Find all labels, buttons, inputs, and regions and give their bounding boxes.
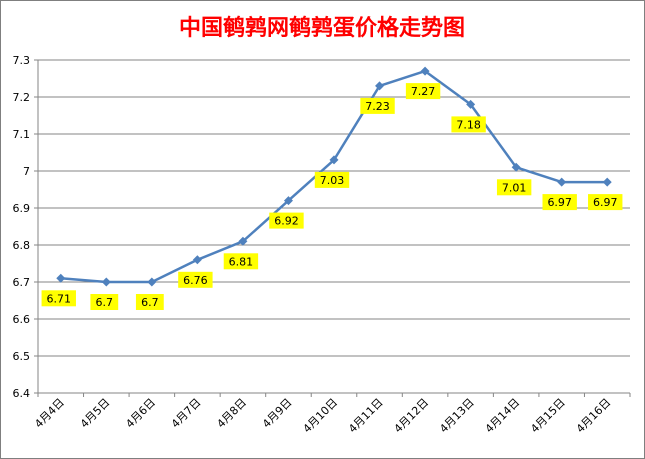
- y-tick-label: 7: [23, 165, 30, 178]
- x-tick-label: 4月16日: [574, 396, 614, 436]
- data-label: 7.01: [502, 181, 527, 194]
- y-tick-label: 6.5: [13, 350, 31, 363]
- axes: [37, 60, 630, 394]
- y-tick-label: 6.7: [13, 276, 31, 289]
- data-label-box: [405, 83, 441, 100]
- x-tick-label: 4月13日: [437, 396, 477, 436]
- y-axis-ticks: 6.4 6.5 6.6 6.7 6.8 6.9 7 7.1 7.2 7.3: [13, 54, 31, 400]
- data-label-box: [269, 212, 304, 229]
- x-axis-ticks: 4月4日 4月5日 4月6日 4月7日 4月8日 4月9日 4月10日 4月11日 4月12日 4…: [32, 393, 631, 436]
- data-labels: 6.71 6.7 6.7 6.76 6.81 6.92 7.03 7.23 7.27 7.18 7.…: [41, 83, 623, 310]
- y-tick-label: 7.1: [13, 128, 31, 141]
- data-label-box: [41, 290, 76, 307]
- x-tick-label: 4月11日: [346, 396, 386, 436]
- data-label: 7.18: [456, 118, 481, 131]
- data-point-marker: [101, 277, 111, 287]
- data-point-marker: [238, 236, 248, 246]
- data-label-box: [314, 171, 350, 188]
- x-tick-label: 4月6日: [123, 396, 158, 431]
- y-tick-label: 6.6: [13, 313, 31, 326]
- y-tick-label: 6.4: [13, 387, 31, 400]
- data-point-marker: [192, 255, 202, 265]
- data-label: 6.7: [141, 296, 159, 309]
- y-tick-label: 7.2: [13, 91, 31, 104]
- x-tick-label: 4月10日: [301, 396, 341, 436]
- gridlines: [34, 59, 630, 394]
- data-point-marker: [147, 277, 157, 287]
- data-label-box: [223, 253, 259, 270]
- data-label: 7.27: [411, 85, 436, 98]
- x-tick-label: 4月4日: [32, 396, 67, 431]
- data-point-marker: [329, 155, 339, 165]
- x-tick-label: 4月7日: [169, 396, 204, 431]
- data-label: 6.92: [274, 215, 299, 228]
- data-label-box: [135, 294, 164, 310]
- x-tick-label: 4月12日: [392, 396, 432, 436]
- data-label: 6.71: [47, 292, 72, 305]
- data-label: 7.03: [320, 174, 345, 187]
- data-label-box: [496, 179, 532, 196]
- y-tick-label: 6.9: [13, 202, 31, 215]
- data-label-box: [178, 271, 213, 288]
- y-tick-label: 7.3: [13, 54, 31, 67]
- x-tick-label: 4月8日: [214, 396, 249, 431]
- x-tick-label: 4月15日: [528, 396, 568, 436]
- data-label: 6.97: [593, 196, 618, 209]
- data-label-box: [90, 294, 119, 310]
- data-label-box: [360, 97, 395, 114]
- data-label-box: [451, 116, 486, 133]
- data-point-marker: [56, 273, 66, 283]
- data-label: 6.7: [96, 296, 114, 309]
- data-label-box: [542, 194, 577, 211]
- data-point-marker: [283, 196, 293, 206]
- chart-title: 中国鹌鹑网鹌鹑蛋价格走势图: [179, 15, 465, 41]
- data-point-marker: [466, 99, 476, 109]
- data-point-marker: [602, 177, 612, 187]
- price-series: [56, 66, 612, 287]
- x-tick-label: 4月5日: [78, 396, 113, 431]
- x-tick-label: 4月14日: [483, 396, 523, 436]
- data-point-marker: [557, 177, 567, 187]
- data-point-marker: [375, 81, 385, 91]
- data-label: 7.23: [365, 100, 390, 113]
- x-tick-label: 4月9日: [260, 396, 295, 431]
- data-point-marker: [420, 66, 430, 76]
- y-tick-label: 6.8: [13, 239, 31, 252]
- data-label: 6.81: [229, 255, 254, 268]
- data-label: 6.97: [547, 196, 572, 209]
- data-label: 6.76: [183, 274, 208, 287]
- data-label-box: [588, 194, 623, 211]
- data-point-marker: [511, 162, 521, 172]
